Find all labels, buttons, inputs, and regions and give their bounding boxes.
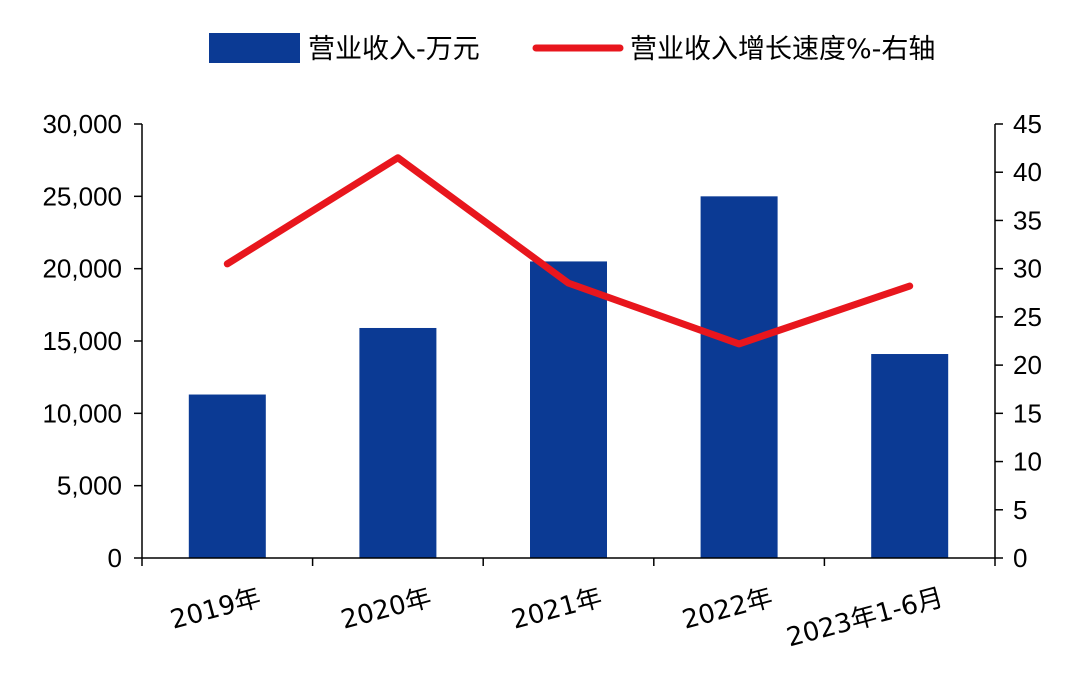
y-right-tick-label: 0 — [1013, 543, 1027, 573]
x-tick-label: 2021年 — [509, 583, 606, 636]
y-left-tick-label: 25,000 — [42, 181, 122, 211]
y-right-tick-label: 10 — [1013, 447, 1042, 477]
y-left-tick-label: 30,000 — [42, 109, 122, 139]
bar-1 — [188, 394, 266, 558]
growth-point-4 — [738, 342, 741, 345]
bar-2 — [359, 327, 437, 558]
y-right-tick-label: 40 — [1013, 157, 1042, 187]
y-right-tick-label: 5 — [1013, 495, 1027, 525]
y-right-tick-label: 35 — [1013, 205, 1042, 235]
y-left-tick-label: 15,000 — [42, 326, 122, 356]
y-left-tick-label: 10,000 — [42, 398, 122, 428]
y-left-tick-label: 20,000 — [42, 254, 122, 284]
y-right-tick-label: 15 — [1013, 398, 1042, 428]
legend: 营业收入-万元 营业收入增长速度%-右轴 — [209, 33, 935, 65]
growth-point-2 — [396, 156, 399, 159]
y-left-tick-label: 5,000 — [57, 471, 122, 501]
legend-bar-swatch — [209, 33, 300, 63]
y-right-tick-label: 30 — [1013, 254, 1042, 284]
growth-point-5 — [908, 285, 911, 288]
y-right-tick-label: 45 — [1013, 109, 1042, 139]
x-tick-label: 2020年 — [338, 583, 435, 636]
legend-bar-label: 营业收入-万元 — [308, 34, 480, 65]
x-tick-label: 2019年 — [167, 583, 264, 636]
growth-point-3 — [567, 282, 570, 285]
bar-3 — [530, 261, 607, 558]
bar-4 — [700, 196, 778, 559]
growth-point-1 — [226, 262, 229, 265]
y-right-tick-label: 25 — [1013, 302, 1042, 332]
y-left-tick-label: 0 — [108, 543, 122, 573]
plot-area: 0 5,000 10,000 15,000 20,000 25,000 30,000 0 5 10… — [42, 109, 1041, 653]
x-tick-label: 2022年 — [679, 583, 776, 636]
x-tick-label: 2023年1-6月 — [784, 583, 947, 654]
y-right-tick-label: 20 — [1013, 350, 1042, 380]
legend-line-label: 营业收入增长速度%-右轴 — [630, 34, 935, 65]
bar-5 — [871, 354, 949, 558]
